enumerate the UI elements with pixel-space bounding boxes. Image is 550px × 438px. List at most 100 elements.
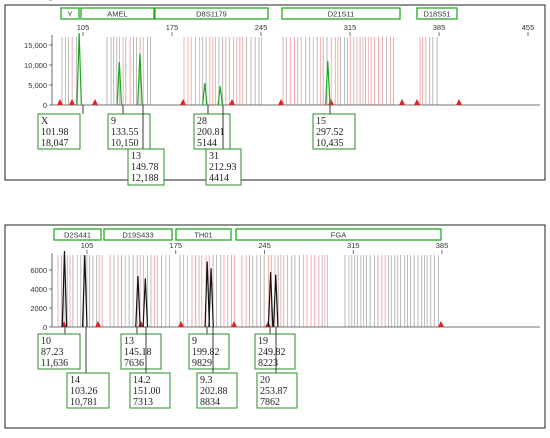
marker-box [175, 228, 232, 241]
peak-allele: 14.2 [133, 375, 151, 386]
y-tick-label: 15,000 [24, 41, 47, 50]
marker-box [281, 7, 401, 20]
marker-label: FGA [331, 231, 346, 240]
peak-label-box [37, 113, 81, 150]
marker-box [80, 7, 155, 20]
panel-frame [4, 4, 546, 181]
y-tick-label: 5,000 [28, 81, 47, 90]
peak-height: 10,150 [111, 138, 139, 149]
allele-bins [61, 37, 438, 105]
marker-label: Y [67, 10, 72, 19]
peak [217, 86, 224, 106]
peak-size: 149.78 [131, 162, 159, 173]
peak-allele: 9 [111, 116, 116, 127]
peak-size: 103.26 [70, 386, 98, 397]
peak-height: 5144 [197, 138, 217, 149]
peak [208, 268, 214, 328]
peak-size: 200.81 [197, 127, 225, 138]
size-standard-triangle [414, 99, 420, 105]
peak-allele: 9 [192, 336, 197, 347]
peak-size: 202.88 [200, 386, 228, 397]
marker-label: TH01 [194, 231, 212, 240]
size-standard-triangle [180, 99, 186, 105]
peak-label-box [120, 333, 162, 370]
peak-height: 9829 [192, 358, 212, 369]
peak [324, 60, 331, 106]
peak-allele: 28 [197, 116, 207, 127]
x-tick-label: 105 [81, 241, 94, 250]
size-standard-triangle [229, 99, 235, 105]
size-standard-triangle [57, 99, 63, 105]
marker-label: D8S1179 [196, 10, 227, 19]
peak-height: 10,781 [70, 397, 98, 408]
peak-allele: 13 [124, 336, 134, 347]
peak-height: 7636 [124, 358, 144, 369]
peak-label-box [196, 372, 238, 409]
peak-height: 7313 [133, 397, 153, 408]
peak-size: 151.00 [133, 386, 161, 397]
peak-size: 199.82 [192, 347, 220, 358]
panel-1: Y AMEL D8S1179 D21S11 D18S51 105 175 245 315 385 4… [4, 4, 546, 186]
allele-bins [57, 255, 439, 327]
peak-label-box [129, 372, 171, 409]
x-tick-label: 105 [77, 23, 90, 32]
marker-box [235, 228, 442, 241]
size-standard-triangle [178, 321, 184, 327]
marker-box [60, 7, 80, 20]
peak-label-box [127, 148, 165, 186]
peak-size: 249.82 [258, 347, 286, 358]
peak-size: 101.98 [41, 127, 69, 138]
marker-label: D21S11 [328, 10, 355, 19]
peak [135, 276, 141, 328]
peak-allele: 20 [260, 375, 270, 386]
peak-allele: 15 [316, 116, 326, 127]
peak-size: 133.55 [111, 127, 139, 138]
peak-height: 8834 [200, 397, 220, 408]
peak-height: 7862 [260, 397, 280, 408]
peak [76, 32, 82, 106]
peak-allele: 19 [258, 336, 268, 347]
x-tick-label: 385 [436, 241, 449, 250]
y-tick-label: 0 [43, 101, 47, 110]
y-tick-label: 8000 [30, 0, 47, 2]
peak [137, 53, 143, 106]
size-standard-triangle [278, 99, 284, 105]
peak [116, 62, 123, 106]
y-tick-label: 6000 [30, 266, 47, 275]
peak-label-box [188, 333, 230, 370]
peak [81, 255, 88, 328]
peak-height: 8223 [258, 358, 278, 369]
x-tick-label: 245 [255, 23, 268, 32]
y-tick-label: 0 [43, 323, 47, 332]
peak [61, 250, 68, 328]
size-standard-triangle [231, 321, 237, 327]
peak-height: 4414 [209, 173, 229, 184]
peak-height: 12,188 [131, 173, 159, 184]
peak-height: 18,047 [41, 138, 69, 149]
peak [272, 274, 279, 328]
y-tick-label: 4000 [30, 285, 47, 294]
peak-allele: 9.3 [200, 375, 213, 386]
peak-height: 11,636 [41, 358, 68, 369]
x-tick-label: 315 [347, 241, 360, 250]
marker-box [416, 7, 458, 20]
y-tick-label: 10,000 [24, 61, 47, 70]
marker-box [53, 228, 102, 241]
peak [202, 83, 208, 106]
marker-label: AMEL [107, 10, 127, 19]
peak-size: 297.52 [316, 127, 344, 138]
y-tick-label: 2000 [30, 304, 47, 313]
peak-allele: 13 [131, 151, 141, 162]
size-standard-triangle [95, 321, 101, 327]
peak-label-box [254, 333, 296, 370]
x-tick-label: 175 [169, 241, 182, 250]
peak-allele: 10 [41, 336, 51, 347]
peak-size: 253.87 [260, 386, 288, 397]
